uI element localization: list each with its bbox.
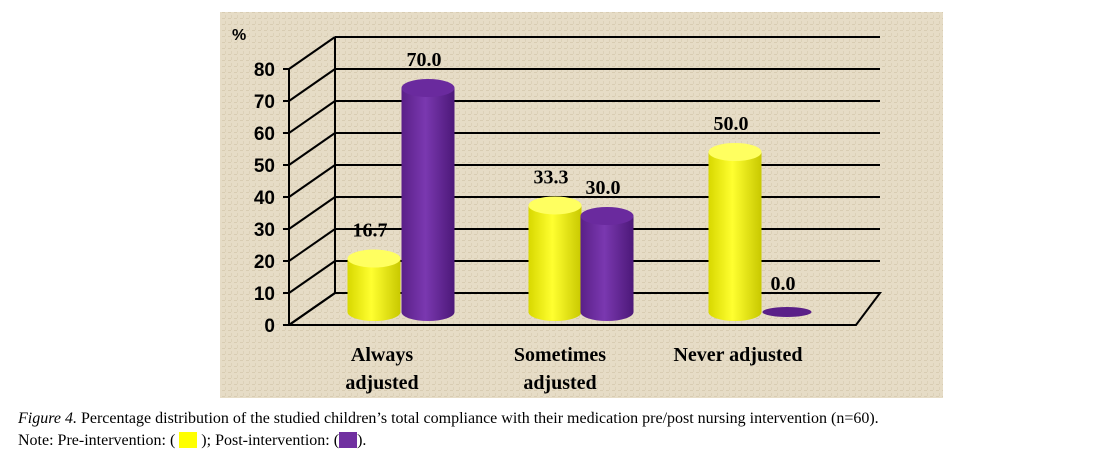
x-category-label: adjusted <box>523 372 596 394</box>
bar-top <box>528 196 582 215</box>
data-label: 30.0 <box>586 177 621 199</box>
plot-background <box>220 12 943 398</box>
data-label: 33.3 <box>534 166 569 188</box>
y-axis-label: % <box>232 27 246 44</box>
gridline-diagonal <box>288 68 336 102</box>
bar-pre-intervention <box>347 258 401 321</box>
bar-post-intervention <box>401 88 455 321</box>
x-category-label: Always <box>351 344 413 366</box>
bar-top <box>347 249 401 268</box>
y-tick-label: 10 <box>254 284 275 305</box>
x-category-label: adjusted <box>345 372 418 394</box>
legend-note: Note: Pre-intervention: ( ); Post-interv… <box>18 432 366 450</box>
gridline-diagonal <box>288 196 336 230</box>
y-tick-label: 70 <box>254 92 275 113</box>
y-tick-label: 50 <box>254 156 275 177</box>
gridline-diagonal <box>288 164 336 198</box>
bar-top <box>401 79 455 97</box>
y-tick-label: 60 <box>254 124 275 145</box>
figure-label: Figure 4. <box>18 410 77 427</box>
bar-pre-intervention <box>708 152 762 321</box>
note-post-label: ); Post-intervention: ( <box>201 432 340 449</box>
bar-post-intervention <box>762 307 812 317</box>
bar-post-intervention <box>580 216 634 321</box>
gridline-diagonal <box>288 228 336 262</box>
data-label: 0.0 <box>771 273 796 295</box>
x-category-label: Never adjusted <box>673 344 802 366</box>
caption-text: Percentage distribution of the studied c… <box>80 410 879 427</box>
data-label: 70.0 <box>407 49 442 71</box>
bar-pre-intervention <box>528 205 582 321</box>
bar-top <box>708 143 762 161</box>
x-category-label: Sometimes <box>514 344 606 366</box>
note-suffix: ). <box>357 432 367 449</box>
y-tick-label: 40 <box>254 188 275 209</box>
data-label: 16.7 <box>353 220 388 242</box>
y-tick-label: 20 <box>254 252 275 273</box>
gridline-diagonal <box>288 132 336 166</box>
floor <box>285 292 882 326</box>
gridline-diagonal <box>288 100 336 134</box>
legend-swatch-pre <box>179 432 198 448</box>
legend-swatch-post <box>339 432 358 448</box>
figure-caption: Figure 4. Percentage distribution of the… <box>18 410 879 428</box>
data-label: 50.0 <box>714 113 749 135</box>
note-pre-label: Note: Pre-intervention: ( <box>18 432 176 449</box>
gridline-diagonal <box>288 260 336 294</box>
bar-top <box>580 207 634 225</box>
chart: 0 10 20 30 40 50 60 70 80% 16.7 33.3 50.0 70.0 30.0 0.… <box>220 12 943 398</box>
y-tick-label: 0 <box>264 316 275 337</box>
y-tick-label: 30 <box>254 220 275 241</box>
gridline-diagonal <box>288 36 336 70</box>
y-tick-label: 80 <box>254 60 275 81</box>
